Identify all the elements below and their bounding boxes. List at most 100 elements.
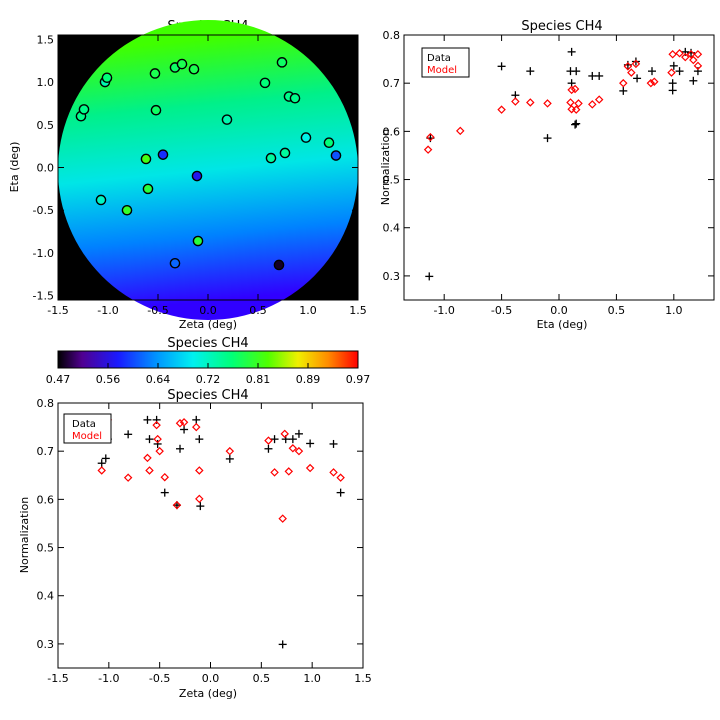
eta-points [423,47,703,281]
colorbar-tick-label: 0.47 [46,373,71,386]
model-point [152,420,161,430]
map-gradient-disk [58,20,358,320]
model-point [192,422,201,432]
model-point [456,126,465,136]
eta-ylabel: Normalization [379,129,392,205]
model-point [543,99,552,108]
x-tick-label: 0.5 [249,304,267,317]
colorbar-ticks: 0.47 0.56 0.64 0.72 0.81 0.89 0.97 [46,363,370,386]
colorbar-tick-label: 0.56 [96,373,121,386]
model-point [155,446,164,456]
model-point [681,52,690,62]
zeta-legend-model: Model [72,431,102,442]
map-point [142,183,154,195]
x-tick-label: 1.0 [665,304,683,317]
map-point [95,194,107,206]
zeta-ylabel: Normalization [18,497,31,573]
x-tick-label: 0.5 [253,672,271,685]
x-tick-label: -0.5 [149,672,170,685]
model-point [172,500,182,510]
zeta-title: Species CH4 [167,388,248,403]
model-point [627,68,636,77]
y-tick-label: 0.8 [383,29,401,42]
eta-title: Species CH4 [521,19,602,34]
y-tick-label: 0.4 [37,590,55,603]
x-tick-label: 1.5 [354,672,372,685]
model-point [619,78,628,88]
model-point [329,468,338,477]
y-tick-label: 0.3 [37,638,55,651]
x-tick-label: 1.0 [303,672,321,685]
map-point [273,259,285,271]
map-point [192,235,204,247]
map-point [101,72,113,84]
y-tick-label: 1.0 [37,76,55,89]
eta-axes: -1.0 -0.5 0.0 0.5 1.0 0.3 0.4 0.5 0.6 0.7 0.8 [383,29,714,317]
model-point [145,466,154,475]
model-point [264,436,273,445]
model-point [693,50,703,59]
model-point [195,466,204,475]
map-point [279,147,291,159]
y-tick-label: 0.5 [37,542,55,555]
map-point [188,63,200,75]
x-tick-label: -0.5 [491,304,512,317]
x-tick-label: 0.0 [199,304,217,317]
model-point [175,418,185,428]
zeta-panel: Species CH4 -1.5 -1.0 -0.5 0.0 0.5 1.0 1.5 0.3 0… [18,388,372,700]
colorbar-tick-label: 0.81 [246,373,271,386]
model-point [667,68,676,77]
map-point [169,257,181,269]
x-tick-label: 1.5 [349,304,367,317]
colorbar-tick-label: 0.64 [146,373,171,386]
model-point [631,59,641,69]
colorbar-tick-label: 0.72 [196,373,221,386]
eta-legend-model: Model [427,65,457,76]
x-tick-label: -0.5 [147,304,168,317]
model-point [426,132,435,142]
model-point [97,466,106,475]
y-tick-label: 0.7 [383,77,401,90]
eta-legend: Data Model [421,47,470,78]
zeta-legend-data: Data [72,419,96,430]
x-tick-label: 0.0 [202,672,220,685]
model-point [179,418,189,427]
model-point [686,50,696,59]
x-tick-label: -1.0 [97,304,118,317]
x-tick-label: -1.5 [47,672,68,685]
x-tick-label: 1.0 [299,304,317,317]
map-point [140,153,152,165]
map-point [191,170,203,182]
model-point [497,105,506,114]
model-point [567,85,576,95]
x-tick-label: -1.5 [47,304,68,317]
model-point [668,50,677,59]
model-point [675,49,684,58]
model-point [288,444,298,453]
model-point [571,105,581,114]
colorbar-title: Species CH4 [167,336,248,351]
y-tick-label: 0.6 [383,125,401,138]
y-tick-label: 1.5 [37,33,55,46]
model-point [305,463,315,473]
map-point [78,104,90,115]
x-tick-label: -1.0 [433,304,454,317]
y-tick-label: 0.7 [37,445,55,458]
map-point [121,204,133,216]
model-point [594,95,604,104]
model-point [160,472,169,482]
map-point [330,150,342,161]
model-point [650,77,659,86]
model-point [278,514,287,523]
colorbar-tick-label: 0.89 [296,373,321,386]
map-ylabel: Eta (deg) [8,142,21,193]
model-point [646,78,656,88]
x-tick-label: -1.0 [98,672,119,685]
y-tick-label: 0.3 [383,270,401,283]
model-point [336,473,345,482]
y-tick-label: 0.4 [383,222,401,235]
map-point [149,68,161,79]
model-point [153,434,162,444]
zeta-xlabel: Zeta (deg) [179,687,237,700]
